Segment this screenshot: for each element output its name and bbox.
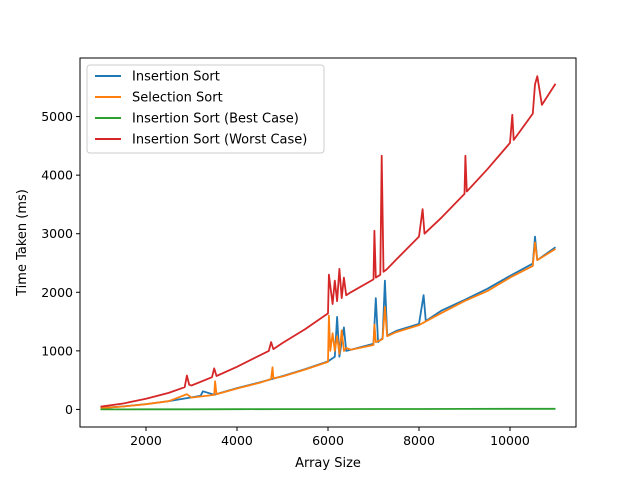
- legend: Insertion Sort Selection Sort Insertion So…: [86, 64, 325, 154]
- x-tick-label: 2000: [130, 433, 162, 448]
- y-axis: 0 1000 2000 3000 4000 5000: [41, 109, 80, 417]
- legend-box: [86, 64, 325, 154]
- series-line-2: [100, 241, 556, 409]
- x-axis: 2000 4000 6000 8000 10000: [130, 427, 530, 448]
- x-tick-label: 8000: [403, 433, 435, 448]
- y-tick-label: 5000: [41, 109, 73, 124]
- y-tick-label: 3000: [41, 226, 73, 241]
- legend-entry: Selection Sort: [132, 91, 223, 106]
- y-tick-label: 0: [65, 402, 73, 417]
- legend-entry: Insertion Sort: [132, 70, 220, 85]
- legend-entry: Insertion Sort (Worst Case): [132, 133, 307, 148]
- series-line-4: [100, 75, 557, 408]
- y-tick-label: 2000: [41, 285, 73, 300]
- legend-entry: Insertion Sort (Best Case): [132, 112, 299, 127]
- x-tick-label: 4000: [221, 433, 253, 448]
- plot-area: [100, 75, 557, 411]
- series-line-3: [100, 407, 556, 411]
- y-tick-label: 4000: [41, 168, 73, 183]
- y-axis-title: Time Taken (ms): [15, 189, 30, 297]
- y-tick-label: 1000: [41, 343, 73, 358]
- x-axis-title: Array Size: [295, 456, 361, 471]
- x-tick-label: 10000: [490, 433, 530, 448]
- x-tick-label: 6000: [312, 433, 344, 448]
